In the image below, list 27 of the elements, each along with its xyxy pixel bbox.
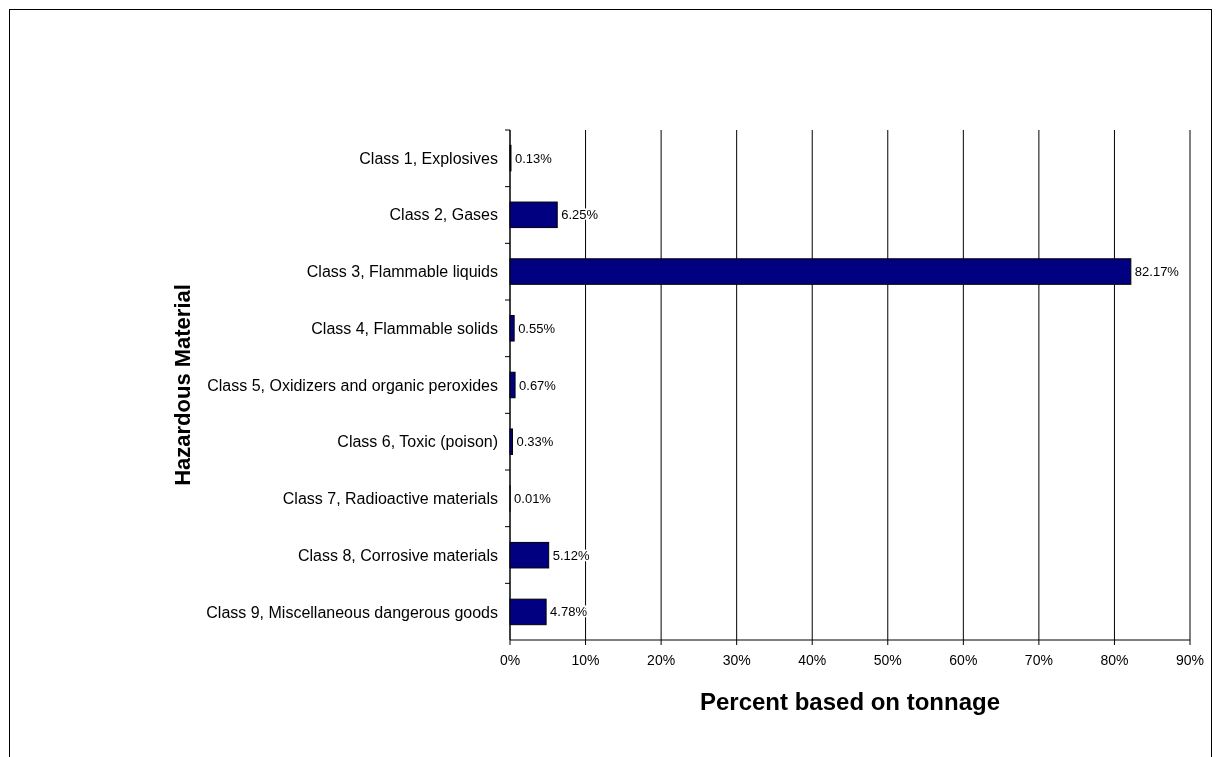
y-tick-label: Class 8, Corrosive materials: [297, 546, 498, 564]
data-label: 82.17%: [1134, 264, 1180, 280]
x-tick-label: 20%: [647, 652, 676, 668]
data-label: 0.01%: [514, 491, 552, 507]
x-tick-label: 60%: [949, 652, 978, 668]
x-tick-label: 30%: [722, 652, 751, 668]
y-tick-label: Class 1, Explosives: [359, 149, 498, 167]
data-label: 0.55%: [518, 320, 556, 336]
y-tick-label: Class 3, Flammable liquids: [306, 263, 498, 281]
y-tick-label: Class 6, Toxic (poison): [337, 433, 498, 451]
x-tick-label: 50%: [873, 652, 902, 668]
x-tick-label: 90%: [1175, 652, 1205, 668]
y-tick-label: Class 7, Radioactive materials: [282, 490, 498, 508]
x-tick-label: 0%: [499, 652, 521, 668]
y-tick-label: Class 2, Gases: [389, 206, 498, 224]
x-tick-label: 80%: [1100, 652, 1129, 668]
y-tick-label: Class 5, Oxidizers and organic peroxides: [207, 376, 498, 394]
y-tick-label: Class 4, Flammable solids: [311, 319, 498, 337]
x-axis-title: Percent based on tonnage: [699, 688, 1001, 715]
y-tick-label: Class 9, Miscellaneous dangerous goods: [206, 603, 498, 621]
x-tick-label: 40%: [798, 652, 827, 668]
x-tick-label: 70%: [1024, 652, 1053, 668]
y-axis-title: Hazardous Material: [170, 284, 195, 486]
data-label: 0.13%: [514, 150, 553, 166]
x-tick-label: 10%: [571, 652, 600, 668]
data-label: 0.33%: [516, 434, 554, 450]
data-label: 0.67%: [519, 377, 557, 393]
